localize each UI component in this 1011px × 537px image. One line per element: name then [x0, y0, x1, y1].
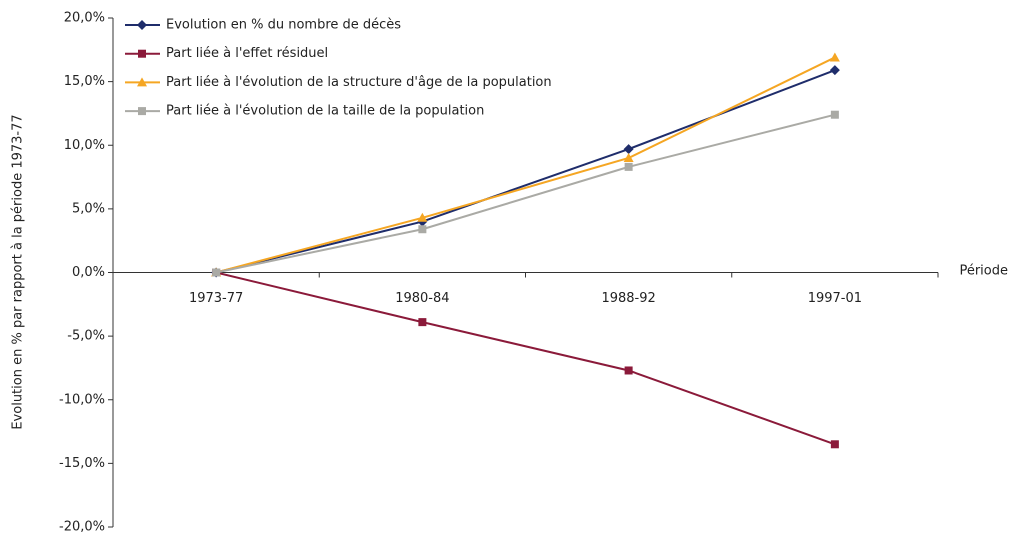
x-tick-label: 1988-92 — [601, 291, 655, 306]
y-tick-label: 15,0% — [64, 74, 105, 89]
marker — [830, 440, 839, 449]
y-tick-label: 5,0% — [72, 201, 105, 216]
legend-label: Part liée à l'évolution de la structure … — [166, 75, 552, 90]
y-tick-label: 20,0% — [64, 11, 105, 26]
marker — [830, 110, 839, 119]
y-tick-label: -5,0% — [67, 329, 105, 344]
marker — [829, 52, 840, 62]
marker — [137, 20, 147, 30]
series-line — [215, 56, 836, 274]
y-tick-label: 0,0% — [72, 265, 105, 280]
series-line — [215, 69, 836, 274]
marker — [624, 366, 633, 375]
marker — [138, 49, 146, 58]
marker — [623, 152, 634, 162]
x-tick-label: 1973-77 — [189, 291, 243, 306]
marker — [623, 144, 634, 155]
x-axis-label: Période — [959, 264, 1008, 279]
y-axis-label: Evolution en % par rapport à la période … — [11, 114, 26, 429]
marker — [418, 225, 427, 234]
y-tick-label: -10,0% — [59, 392, 105, 407]
marker — [212, 268, 221, 277]
marker — [829, 65, 840, 76]
x-tick-label: 1997-01 — [808, 291, 862, 306]
legend-label: Evolution en % du nombre de décès — [166, 18, 401, 33]
marker — [417, 212, 428, 222]
y-tick-label: 10,0% — [64, 138, 105, 153]
series-line — [215, 271, 836, 446]
marker — [138, 107, 146, 116]
marker — [418, 318, 427, 327]
marker — [624, 162, 633, 171]
y-tick-label: -15,0% — [59, 456, 105, 471]
legend-label: Part liée à l'effet résiduel — [166, 46, 328, 61]
legend-label: Part liée à l'évolution de la taille de … — [166, 104, 484, 119]
y-tick-label: -20,0% — [59, 520, 105, 535]
marker — [137, 77, 147, 87]
x-tick-label: 1980-84 — [395, 291, 449, 306]
series-line — [215, 113, 836, 274]
